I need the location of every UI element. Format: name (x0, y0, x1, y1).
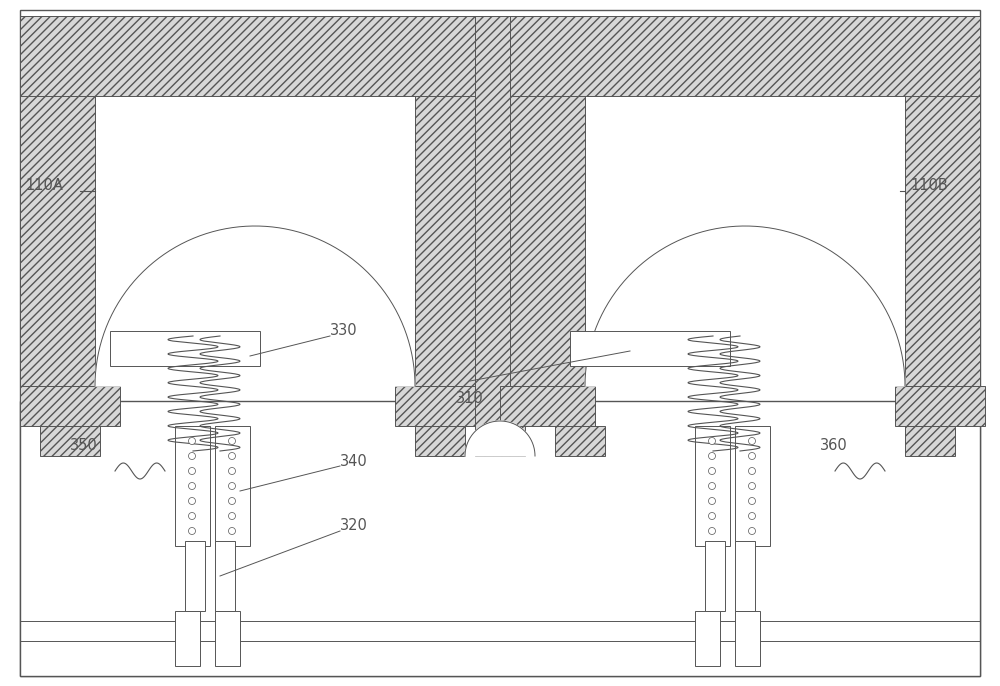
Bar (500, 386, 595, 426)
Bar (555, 426, 605, 456)
Circle shape (748, 482, 756, 490)
Bar (110, 331, 260, 366)
Circle shape (188, 438, 196, 445)
Bar (215, 611, 240, 666)
Text: 360: 360 (820, 438, 848, 453)
Bar (40, 426, 100, 456)
Polygon shape (465, 421, 535, 456)
Circle shape (708, 528, 716, 534)
Circle shape (188, 497, 196, 504)
Bar (735, 541, 755, 611)
Text: 320: 320 (340, 519, 368, 534)
Circle shape (228, 467, 236, 475)
Circle shape (708, 497, 716, 504)
Bar (705, 541, 725, 611)
Bar (20, 16, 95, 386)
Circle shape (228, 497, 236, 504)
Bar (695, 426, 730, 546)
Circle shape (228, 438, 236, 445)
Circle shape (748, 467, 756, 475)
Bar (415, 426, 465, 456)
Bar (215, 541, 235, 611)
Circle shape (228, 528, 236, 534)
Circle shape (188, 482, 196, 490)
Polygon shape (585, 226, 905, 386)
Circle shape (188, 453, 196, 460)
Circle shape (708, 438, 716, 445)
Circle shape (748, 453, 756, 460)
Bar (20, 401, 980, 676)
Bar (395, 386, 485, 426)
Bar (695, 611, 720, 666)
Text: 340: 340 (340, 453, 368, 469)
Bar (510, 16, 980, 96)
Circle shape (708, 453, 716, 460)
Bar (510, 16, 585, 386)
Circle shape (188, 528, 196, 534)
Bar (215, 426, 250, 546)
Circle shape (228, 482, 236, 490)
Bar (20, 16, 490, 96)
Bar (415, 16, 490, 386)
Text: 310: 310 (456, 391, 484, 406)
Circle shape (748, 438, 756, 445)
Circle shape (188, 467, 196, 475)
Bar (735, 426, 770, 546)
Bar (895, 386, 985, 426)
Polygon shape (95, 226, 415, 386)
Circle shape (708, 467, 716, 475)
Circle shape (708, 482, 716, 490)
Bar (570, 331, 730, 366)
Text: 350: 350 (70, 438, 98, 453)
Bar (905, 16, 980, 386)
Circle shape (708, 512, 716, 519)
Circle shape (228, 453, 236, 460)
Circle shape (748, 497, 756, 504)
Text: 110A: 110A (25, 178, 63, 193)
Bar (735, 611, 760, 666)
Bar (175, 611, 200, 666)
Bar (20, 386, 120, 426)
Circle shape (748, 512, 756, 519)
Circle shape (748, 528, 756, 534)
Text: 330: 330 (330, 324, 358, 338)
Bar (175, 426, 210, 546)
Bar (905, 426, 955, 456)
Circle shape (228, 512, 236, 519)
Bar (185, 541, 205, 611)
Bar (475, 16, 525, 456)
Circle shape (188, 512, 196, 519)
Text: 110B: 110B (910, 178, 948, 193)
